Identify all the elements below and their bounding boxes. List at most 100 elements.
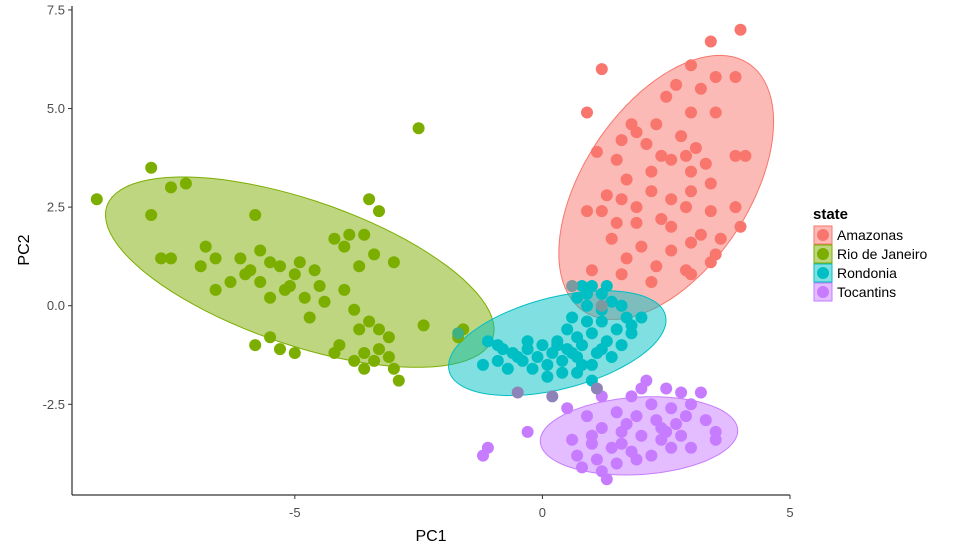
- point-amazonas: [709, 106, 722, 119]
- legend-label-rio-de-janeiro: Rio de Janeiro: [837, 246, 927, 262]
- point-rio-de-janeiro: [209, 283, 222, 296]
- point-amazonas: [630, 216, 643, 229]
- point-amazonas: [645, 276, 658, 288]
- point-rio-de-janeiro: [278, 283, 291, 296]
- point-amazonas: [645, 165, 658, 178]
- point-tocantins: [590, 453, 603, 466]
- axes: [71, 6, 790, 496]
- point-amazonas: [734, 23, 747, 36]
- point-rondonia: [605, 351, 618, 363]
- point-rondonia: [585, 358, 598, 371]
- point-tocantins: [660, 425, 673, 438]
- point-rondonia: [576, 358, 588, 371]
- point-tocantins: [680, 410, 692, 423]
- point-rondonia: [526, 362, 539, 375]
- point-tocantins: [571, 449, 584, 462]
- point-tocantins: [605, 441, 618, 454]
- point-rio-de-janeiro: [298, 291, 311, 304]
- point-tocantins: [675, 429, 688, 442]
- point-rondonia: [481, 335, 494, 348]
- point-rio-de-janeiro: [343, 228, 356, 241]
- point-rio-de-janeiro: [348, 354, 361, 367]
- y-tick-label: 5.0: [47, 101, 65, 116]
- point-rio-de-janeiro: [373, 323, 385, 336]
- point-rondonia: [566, 311, 579, 324]
- point-rio-de-janeiro: [387, 256, 400, 269]
- point-tocantins: [561, 402, 574, 415]
- point-rio-de-janeiro: [382, 331, 395, 344]
- point-amazonas: [600, 189, 613, 202]
- point-rondonia: [581, 299, 593, 312]
- point-amazonas: [704, 205, 717, 218]
- point-rondonia: [556, 366, 569, 379]
- point-amazonas: [704, 35, 717, 48]
- point-amazonas: [640, 138, 653, 150]
- point-tocantins: [635, 382, 648, 395]
- point-rio-de-janeiro: [338, 240, 351, 253]
- point-rio-de-janeiro: [353, 323, 366, 336]
- point-rio-de-janeiro: [145, 161, 158, 174]
- point-amazonas: [689, 142, 702, 154]
- point-rio-de-janeiro: [239, 268, 252, 281]
- point-rio-de-janeiro: [387, 362, 400, 375]
- point-overlap: [595, 299, 608, 312]
- point-tocantins: [581, 410, 593, 423]
- point-rio-de-janeiro: [274, 343, 286, 356]
- point-amazonas: [595, 63, 608, 76]
- x-tick-label: -5: [289, 505, 301, 520]
- point-rondonia: [566, 347, 579, 359]
- point-amazonas: [729, 71, 742, 83]
- point-rondonia: [595, 287, 608, 300]
- point-tocantins: [610, 406, 623, 419]
- point-amazonas: [709, 71, 722, 83]
- point-rondonia: [610, 323, 623, 336]
- point-rio-de-janeiro: [249, 209, 262, 221]
- point-rio-de-janeiro: [274, 260, 286, 273]
- point-tocantins: [709, 433, 722, 446]
- point-rio-de-janeiro: [303, 311, 316, 324]
- point-tocantins: [665, 402, 678, 415]
- point-tocantins: [625, 390, 638, 403]
- point-rio-de-janeiro: [348, 303, 361, 316]
- point-rio-de-janeiro: [199, 240, 212, 253]
- point-amazonas: [670, 78, 683, 91]
- point-amazonas: [685, 236, 697, 249]
- point-rondonia: [625, 319, 638, 332]
- point-rio-de-janeiro: [412, 122, 425, 135]
- y-tick-label: 0.0: [47, 298, 65, 313]
- point-rio-de-janeiro: [209, 252, 222, 265]
- point-amazonas: [704, 177, 717, 190]
- point-amazonas: [709, 248, 722, 261]
- point-rio-de-janeiro: [254, 244, 267, 257]
- point-amazonas: [610, 153, 623, 166]
- point-tocantins: [670, 418, 683, 430]
- point-rondonia: [491, 354, 504, 367]
- point-rondonia: [585, 327, 598, 340]
- point-rio-de-janeiro: [288, 347, 301, 359]
- point-amazonas: [685, 106, 697, 119]
- point-rondonia: [615, 299, 628, 312]
- axis-ticks: -5 0 5 -2.5 0.0 2.5 5.0 7.5: [43, 2, 794, 520]
- point-rio-de-janeiro: [417, 319, 430, 332]
- legend-label-tocantins: Tocantins: [837, 284, 896, 300]
- point-rio-de-janeiro: [392, 374, 405, 387]
- point-rio-de-janeiro: [328, 232, 341, 245]
- point-tocantins: [630, 410, 643, 423]
- point-overlap: [511, 386, 524, 399]
- point-tocantins: [610, 457, 623, 470]
- point-rio-de-janeiro: [313, 280, 326, 292]
- point-tocantins: [645, 398, 658, 411]
- point-rio-de-janeiro: [179, 177, 192, 190]
- point-rio-de-janeiro: [368, 248, 381, 261]
- point-rondonia: [531, 351, 544, 363]
- point-rondonia: [605, 295, 618, 308]
- point-amazonas: [685, 59, 697, 72]
- x-tick-label: 5: [786, 505, 793, 520]
- x-tick-label: 0: [539, 505, 546, 520]
- point-rio-de-janeiro: [358, 347, 371, 359]
- point-rio-de-janeiro: [328, 347, 341, 359]
- point-rio-de-janeiro: [224, 276, 237, 288]
- point-tocantins: [685, 398, 697, 411]
- point-overlap: [546, 390, 559, 403]
